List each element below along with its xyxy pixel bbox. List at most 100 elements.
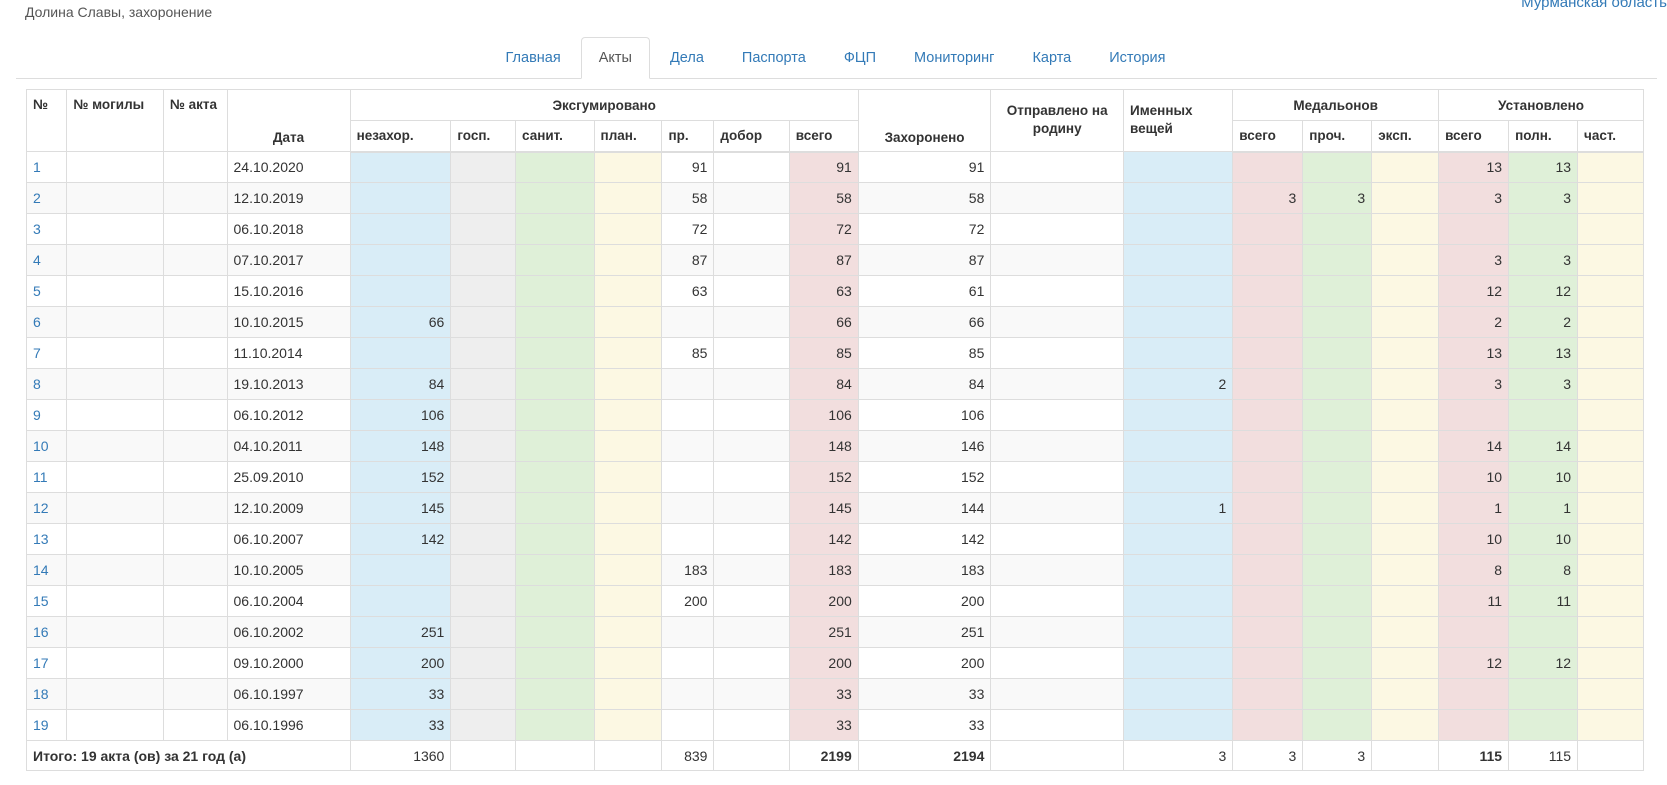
cell-plan <box>593 523 663 555</box>
region-link[interactable]: Мурманская область <box>1521 0 1667 11</box>
tab-acts[interactable]: Акты <box>580 37 650 79</box>
row-number-link[interactable]: 7 <box>25 337 68 369</box>
cell-med-exp <box>1371 213 1440 245</box>
cell-act-no <box>162 585 228 617</box>
row-number-link[interactable]: 15 <box>25 585 68 617</box>
col-header-med-other[interactable]: проч. <box>1302 120 1373 153</box>
row-number-link[interactable]: 12 <box>25 492 68 524</box>
cell-act-no <box>162 182 228 214</box>
cell-med-other <box>1302 709 1373 741</box>
cell-sanit <box>515 244 595 276</box>
row-number-link[interactable]: 3 <box>25 213 68 245</box>
tab-history[interactable]: История <box>1109 50 1166 66</box>
cell-med-exp <box>1371 337 1440 369</box>
col-header-plan[interactable]: план. <box>593 120 663 153</box>
cell-plan <box>593 151 663 183</box>
row-number-link[interactable]: 2 <box>25 182 68 214</box>
col-header-nezahor[interactable]: незахор. <box>349 120 452 153</box>
col-header-pr[interactable]: пр. <box>661 120 715 153</box>
cell-act-no <box>162 461 228 493</box>
cell-exhumed-total: 148 <box>788 430 859 462</box>
cell-date: 06.10.2018 <box>226 213 351 245</box>
cell-dobor <box>713 585 790 617</box>
col-header-est-full[interactable]: полн. <box>1508 120 1579 153</box>
tab-passports[interactable]: Паспорта <box>741 50 806 66</box>
cell-buried: 66 <box>857 306 992 338</box>
table-row: 7 11.10.2014 85 85 85 13 13 <box>25 337 1644 369</box>
col-header-named-items[interactable]: Именных вещей <box>1122 89 1234 152</box>
cell-plan <box>593 368 663 400</box>
row-number-link[interactable]: 16 <box>25 616 68 648</box>
row-number-link[interactable]: 1 <box>25 151 68 183</box>
tab-fcp[interactable]: ФЦП <box>843 50 877 66</box>
cell-dobor <box>713 709 790 741</box>
tab-cases[interactable]: Дела <box>669 50 704 66</box>
cell-est-full: 12 <box>1508 647 1579 679</box>
cell-med-other <box>1302 678 1373 710</box>
col-header-sent-home[interactable]: Отправлено на родину <box>990 89 1124 152</box>
cell-med-other <box>1302 616 1373 648</box>
col-header-num[interactable]: № <box>25 89 68 152</box>
col-header-act-no[interactable]: № акта <box>162 89 228 152</box>
cell-est-part <box>1577 492 1644 524</box>
col-header-exhumed-total[interactable]: всего <box>788 120 859 153</box>
cell-med-total <box>1232 275 1304 307</box>
table-row: 8 19.10.2013 84 84 84 2 3 3 <box>25 368 1644 400</box>
col-header-est-part[interactable]: част. <box>1577 120 1644 153</box>
col-header-med-exp[interactable]: эксп. <box>1371 120 1440 153</box>
row-number-link[interactable]: 13 <box>25 523 68 555</box>
row-number-link[interactable]: 10 <box>25 430 68 462</box>
cell-pr: 63 <box>661 275 715 307</box>
col-header-sanit[interactable]: санит. <box>515 120 595 153</box>
col-header-date[interactable]: Дата <box>226 89 351 152</box>
cell-est-total <box>1438 616 1510 648</box>
row-number-link[interactable]: 14 <box>25 554 68 586</box>
cell-plan <box>593 182 663 214</box>
total-named-items: 3 <box>1122 740 1234 771</box>
tab-map[interactable]: Карта <box>1032 50 1072 66</box>
cell-date: 19.10.2013 <box>226 368 351 400</box>
col-header-grave-no[interactable]: № могилы <box>66 89 164 152</box>
cell-med-exp <box>1371 492 1440 524</box>
col-header-gosp[interactable]: госп. <box>450 120 517 153</box>
col-header-buried[interactable]: Захоронено <box>857 89 992 152</box>
cell-act-no <box>162 554 228 586</box>
row-number-link[interactable]: 6 <box>25 306 68 338</box>
tab-main[interactable]: Главная <box>505 50 561 66</box>
cell-buried: 251 <box>857 616 992 648</box>
totals-label: Итого: 19 акта (ов) за 21 год (а) <box>26 740 351 771</box>
col-header-dobor[interactable]: добор <box>713 120 790 153</box>
cell-est-part <box>1577 709 1644 741</box>
total-exhumed: 2199 <box>788 740 859 771</box>
tab-monitoring[interactable]: Мониторинг <box>914 50 995 66</box>
cell-sent-home <box>990 430 1124 462</box>
cell-gosp <box>450 616 517 648</box>
row-number-link[interactable]: 18 <box>25 678 68 710</box>
row-number-link[interactable]: 9 <box>25 399 68 431</box>
col-header-med-total[interactable]: всего <box>1232 120 1304 153</box>
row-number-link[interactable]: 8 <box>25 368 68 400</box>
col-header-est-total[interactable]: всего <box>1438 120 1510 153</box>
cell-plan <box>593 430 663 462</box>
table-row: 19 06.10.1996 33 33 33 <box>25 709 1644 741</box>
cell-med-other <box>1302 368 1373 400</box>
cell-pr: 58 <box>661 182 715 214</box>
row-number-link[interactable]: 11 <box>25 461 68 493</box>
cell-date: 25.09.2010 <box>226 461 351 493</box>
total-est-part <box>1577 740 1644 771</box>
row-number-link[interactable]: 17 <box>25 647 68 679</box>
row-number-link[interactable]: 19 <box>25 709 68 741</box>
cell-buried: 87 <box>857 244 992 276</box>
cell-est-part <box>1577 151 1644 183</box>
cell-est-part <box>1577 554 1644 586</box>
cell-named-items <box>1122 306 1234 338</box>
cell-nezahor <box>349 275 452 307</box>
cell-med-other <box>1302 337 1373 369</box>
cell-act-no <box>162 492 228 524</box>
row-number-link[interactable]: 5 <box>25 275 68 307</box>
cell-exhumed-total: 106 <box>788 399 859 431</box>
cell-pr <box>661 399 715 431</box>
cell-med-total <box>1232 430 1304 462</box>
row-number-link[interactable]: 4 <box>25 244 68 276</box>
cell-med-other: 3 <box>1302 182 1373 214</box>
